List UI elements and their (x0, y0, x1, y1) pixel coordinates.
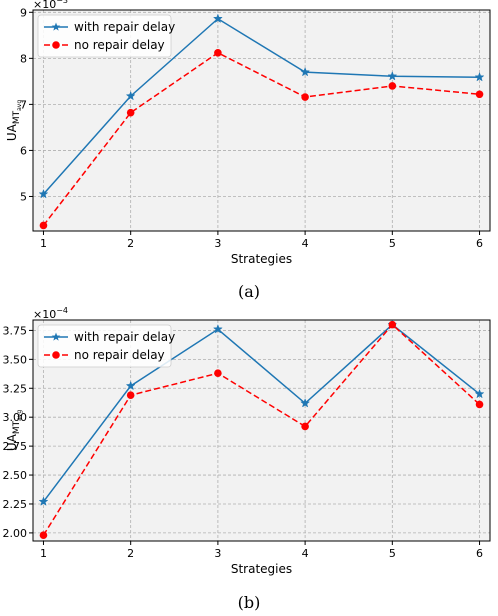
x-tick-label: 5 (389, 547, 396, 560)
y-axis-label-subsub: avg (16, 410, 23, 421)
series-line-with-repair-delay (42, 17, 480, 195)
panel-caption: (a) (238, 282, 260, 301)
data-point-circle (301, 93, 309, 101)
y-tick-label: 3.50 (3, 353, 28, 366)
y-axis-label-base: UA (5, 433, 19, 451)
legend-label: no repair delay (74, 38, 165, 52)
x-tick-label: 5 (389, 237, 396, 250)
y-axis-label-subsub: avg (16, 100, 23, 111)
y-tick-label: 3.00 (3, 411, 28, 424)
data-point-circle (475, 90, 484, 99)
legend-circle-marker (52, 41, 60, 49)
legend-star-marker (51, 332, 61, 341)
x-tick-label: 1 (40, 547, 47, 560)
data-point-star (300, 398, 311, 408)
axis-multiplier: ×10−3 (33, 0, 68, 11)
data-point-star (474, 72, 485, 82)
data-point-circle (126, 108, 135, 117)
x-axis-label: Strategies (231, 562, 292, 576)
y-tick-label: 2.75 (3, 440, 28, 453)
data-point-star (212, 324, 223, 334)
series-line-no-repair-delay (42, 323, 481, 536)
data-point-circle (214, 369, 222, 378)
data-point-circle (39, 531, 48, 540)
y-axis-label-sub: MT (12, 420, 22, 434)
y-tick-label: 7 (20, 98, 27, 111)
y-axis-label-base: UA (5, 123, 19, 141)
x-axis-label: Strategies (231, 252, 292, 266)
legend-label: no repair delay (74, 348, 165, 362)
y-tick-label: 2.50 (3, 469, 28, 482)
x-tick-label: 4 (302, 237, 309, 250)
data-point-star (38, 496, 49, 506)
x-tick-label: 2 (127, 547, 134, 560)
legend-circle-marker (52, 351, 60, 359)
x-tick-label: 6 (476, 547, 483, 560)
data-point-circle (214, 49, 222, 57)
x-tick-label: 3 (214, 547, 221, 560)
axis-multiplier-exponent: −4 (56, 306, 68, 315)
y-tick-label: 8 (20, 52, 27, 65)
axis-multiplier: ×10−4 (33, 306, 68, 321)
plot-frame (32, 9, 491, 232)
x-tick-label: 3 (214, 237, 221, 250)
data-point-circle (39, 221, 48, 230)
x-tick-label: 4 (302, 547, 309, 560)
data-point-star (300, 66, 311, 77)
series-line-with-repair-delay (42, 323, 480, 503)
data-point-star (38, 188, 49, 199)
data-point-circle (126, 391, 135, 400)
y-axis-label: UAMTavg (5, 410, 23, 451)
data-point-circle (388, 82, 397, 90)
x-tick-label: 2 (127, 237, 134, 250)
chart-panel-b: 1 2 3 4 5 6 2.00 2.25 2.50 2.75 3.00 3.25 3.50 3.75 ×1… (3, 306, 491, 612)
panel-caption: (b) (238, 593, 261, 612)
data-point-circle (301, 422, 309, 431)
y-tick-label: 2.00 (3, 527, 28, 540)
plot-frame (32, 319, 491, 542)
legend-star-marker (51, 22, 61, 31)
data-point-star (125, 380, 136, 391)
axis-multiplier-base: ×10 (33, 308, 56, 321)
legend-label: with repair delay (74, 330, 175, 344)
y-tick-label: 9 (20, 6, 27, 19)
axis-multiplier-exponent: −3 (56, 0, 68, 5)
data-point-star (387, 71, 398, 81)
x-tick-label: 1 (40, 237, 47, 250)
x-tick-label: 6 (476, 237, 483, 250)
y-tick-label: 6 (20, 144, 27, 157)
y-axis-label-sub: MT (12, 110, 22, 124)
legend-label: with repair delay (74, 20, 175, 34)
y-tick-label: 3.25 (3, 382, 28, 395)
axis-multiplier-base: ×10 (33, 0, 56, 11)
series-line-no-repair-delay (42, 51, 480, 226)
y-axis-label: UAMTavg (5, 100, 23, 141)
data-point-circle (388, 320, 397, 329)
data-point-star (125, 90, 136, 101)
data-point-star (212, 13, 223, 23)
y-tick-label: 5 (20, 190, 27, 203)
chart-panel-a: 1 2 3 4 5 6 5 6 7 8 9 ×10−3 UAMTavg Strategies with re… (5, 0, 491, 301)
legend-box (37, 14, 172, 58)
data-point-circle (475, 400, 484, 409)
y-tick-label: 3.75 (3, 324, 28, 337)
data-point-star (474, 388, 485, 399)
y-tick-label: 2.25 (3, 498, 28, 511)
legend-box (37, 324, 172, 368)
